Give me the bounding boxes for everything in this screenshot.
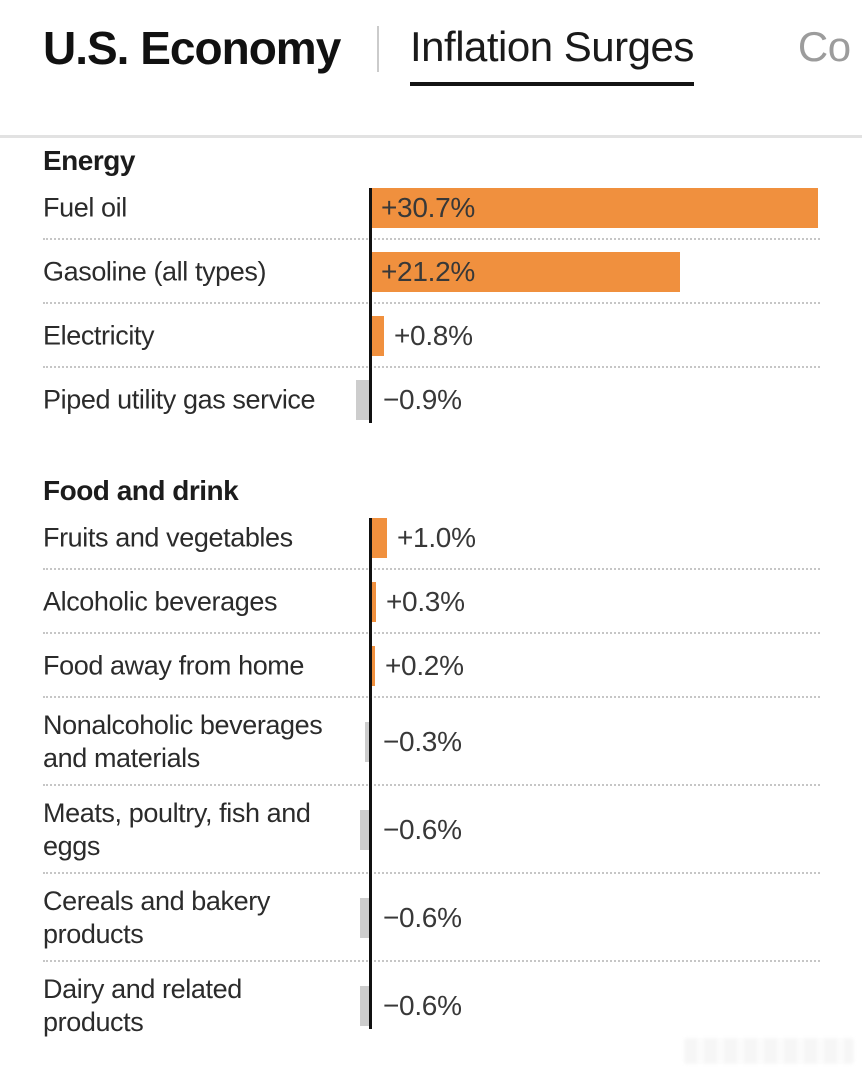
positive-bar	[372, 518, 387, 558]
tab-next-clipped[interactable]: Co	[797, 23, 851, 70]
chart-row: Fruits and vegetables +1.0%	[0, 506, 862, 570]
row-value: +0.8%	[394, 320, 473, 351]
row-value: −0.6%	[383, 814, 462, 845]
row-value: −0.6%	[383, 902, 462, 933]
row-value: +30.7%	[381, 192, 475, 223]
chart-row: Fuel oil +30.7%	[0, 176, 862, 240]
row-value: +0.3%	[386, 586, 465, 617]
negative-bar	[360, 986, 369, 1026]
positive-bar	[372, 646, 375, 686]
chart-row: Alcoholic beverages +0.3%	[0, 570, 862, 634]
positive-bar	[372, 316, 384, 356]
chart-row: Gasoline (all types) +21.2%	[0, 240, 862, 304]
row-label: Dairy and related products	[43, 974, 242, 1037]
chart-row: Cereals and bakery products −0.6%	[0, 874, 862, 962]
row-label: Electricity	[43, 320, 155, 351]
chart-section-1: Food and drink Fruits and vegetables +1.0%…	[0, 468, 862, 1050]
row-value: +21.2%	[381, 256, 475, 287]
chart-row: Electricity +0.8%	[0, 304, 862, 368]
section-title: Energy	[43, 145, 135, 176]
chart-row: Dairy and related products −0.6%	[0, 962, 862, 1050]
row-label: Meats, poultry, fish and eggs	[43, 798, 311, 861]
row-label: Fuel oil	[43, 192, 127, 223]
tab-inflation-surges[interactable]: Inflation Surges	[410, 23, 694, 86]
header-tabs: Inflation Surges Co	[410, 23, 851, 86]
row-label: Fruits and vegetables	[43, 522, 293, 553]
section-rows: Fuel oil +30.7% Gasoline (all types) +21.2%…	[0, 176, 862, 432]
negative-bar	[365, 722, 369, 762]
chart-row: Nonalcoholic beverages and materials −0.3…	[0, 698, 862, 786]
row-label: Nonalcoholic beverages and materials	[43, 710, 323, 773]
negative-bar	[360, 898, 369, 938]
negative-bar	[356, 380, 369, 420]
row-value: +1.0%	[397, 522, 476, 553]
row-label: Gasoline (all types)	[43, 256, 267, 287]
row-value: +0.2%	[385, 650, 464, 681]
section-rows: Fruits and vegetables +1.0% Alcoholic beve…	[0, 506, 862, 1050]
zero-axis-line	[369, 518, 372, 1029]
section-title: Food and drink	[43, 475, 239, 506]
positive-bar	[372, 252, 680, 292]
row-label: Food away from home	[43, 650, 305, 681]
row-value: −0.6%	[383, 990, 462, 1021]
positive-bar	[372, 582, 376, 622]
chart-row: Meats, poultry, fish and eggs −0.6%	[0, 786, 862, 874]
zero-axis-line	[369, 188, 372, 423]
header-divider	[377, 26, 379, 72]
positive-bar	[372, 188, 818, 228]
row-value: −0.9%	[383, 384, 462, 415]
negative-bar	[360, 810, 369, 850]
inflation-bar-chart: Energy Fuel oil +30.7% Gasoline (all types)…	[0, 138, 862, 1050]
chart-section-0: Energy Fuel oil +30.7% Gasoline (all types)…	[0, 138, 862, 432]
chart-row: Food away from home +0.2%	[0, 634, 862, 698]
chart-row: Piped utility gas service −0.9%	[0, 368, 862, 432]
row-label: Piped utility gas service	[43, 384, 316, 415]
watermark	[684, 1038, 854, 1064]
masthead: U.S. Economy Inflation Surges Co	[0, 0, 862, 138]
row-value: −0.3%	[383, 726, 462, 757]
row-label: Alcoholic beverages	[43, 586, 278, 617]
row-label: Cereals and bakery products	[43, 886, 270, 949]
page-title: U.S. Economy	[43, 22, 341, 74]
